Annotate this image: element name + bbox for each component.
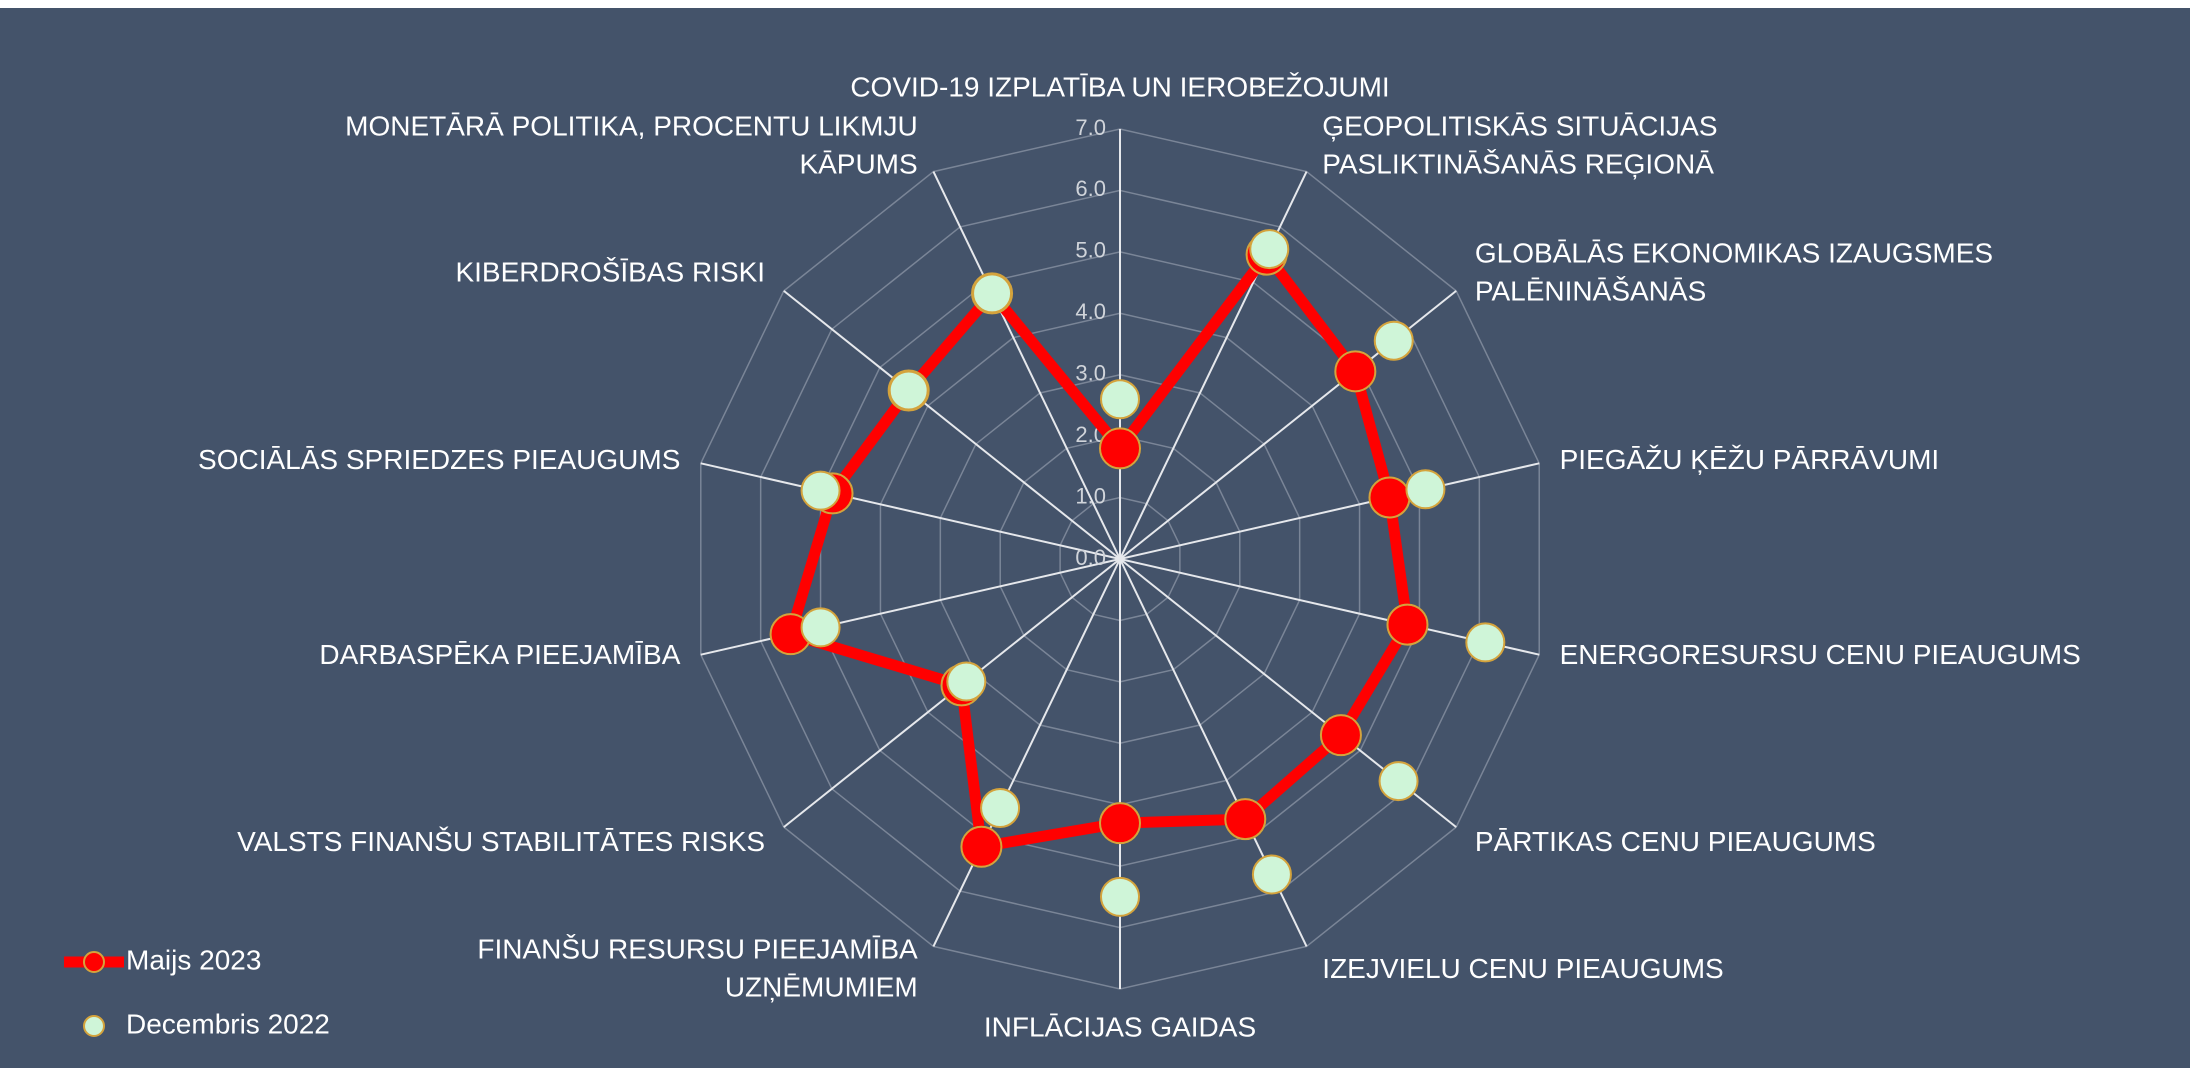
category-label: PIEGĀŽU ĶĒŽU PĀRRĀVUMI [1560, 444, 1940, 475]
data-point [1368, 476, 1411, 519]
data-point [1334, 350, 1377, 393]
spoke [700, 462, 1121, 560]
data-point [888, 370, 929, 411]
r-tick-label: 0.0 [1075, 545, 1106, 570]
category-label: GLOBĀLĀS EKONOMIKAS IZAUGSMES PALĒNINĀŠAN… [1475, 238, 1993, 307]
r-tick-label: 7.0 [1075, 115, 1106, 140]
category-label: KIBERDROŠĪBAS RISKI [455, 257, 765, 288]
data-point [1224, 798, 1267, 841]
category-label: IZEJVIELU CENU PIEAUGUMS [1322, 953, 1723, 984]
category-label: ENERGORESURSU CENU PIEAUGUMS [1560, 639, 2081, 670]
spoke [1119, 462, 1540, 560]
data-point [1100, 876, 1140, 917]
data-point [1099, 427, 1141, 470]
data-point [946, 661, 987, 702]
data-point [1386, 603, 1429, 646]
category-label: FINANŠU RESURSU PIEEJAMĪBA UZŅĒMUMIEM [477, 934, 918, 1003]
category-label: PĀRTIKAS CENU PIEAUGUMS [1475, 826, 1876, 857]
data-point [1465, 622, 1506, 663]
data-point [980, 788, 1021, 829]
r-tick-label: 1.0 [1075, 483, 1106, 508]
data-point [1319, 714, 1362, 757]
category-label: ĢEOPOLITISKĀS SITUĀCIJAS PASLIKTINĀŠANĀS … [1322, 111, 1717, 180]
spoke [783, 290, 1121, 560]
spoke [932, 171, 1121, 560]
category-label: INFLĀCIJAS GAIDAS [984, 1011, 1256, 1042]
legend-marker [83, 951, 105, 973]
data-point [1249, 229, 1290, 270]
data-point [1251, 854, 1292, 895]
data-point [1100, 379, 1140, 420]
legend-marker [83, 1015, 105, 1037]
category-label: MONETĀRĀ POLITIKA, PROCENTU LIKMJU KĀPUMS [345, 111, 918, 180]
data-point [960, 825, 1003, 868]
category-label: COVID-19 IZPLATĪBA UN IEROBEŽOJUMI [850, 71, 1389, 102]
r-tick-label: 5.0 [1075, 238, 1106, 263]
r-tick-label: 6.0 [1075, 176, 1106, 201]
legend-label: Maijs 2023 [126, 944, 261, 975]
r-tick-label: 3.0 [1075, 361, 1106, 386]
category-label: VALSTS FINANŠU STABILITĀTES RISKS [237, 826, 765, 857]
data-point [800, 607, 841, 648]
legend-label: Decembris 2022 [126, 1008, 330, 1039]
category-label: SOCIĀLĀS SPRIEDZES PIEAUGUMS [198, 444, 680, 475]
r-tick-label: 4.0 [1075, 299, 1106, 324]
data-point [1378, 761, 1419, 802]
data-point [800, 470, 841, 511]
data-point [1373, 320, 1414, 361]
spoke [932, 558, 1121, 947]
data-point [972, 273, 1013, 314]
category-label: DARBASPĒKA PIEEJAMĪBA [319, 639, 680, 670]
data-point [1405, 469, 1446, 510]
data-point [1099, 802, 1141, 845]
